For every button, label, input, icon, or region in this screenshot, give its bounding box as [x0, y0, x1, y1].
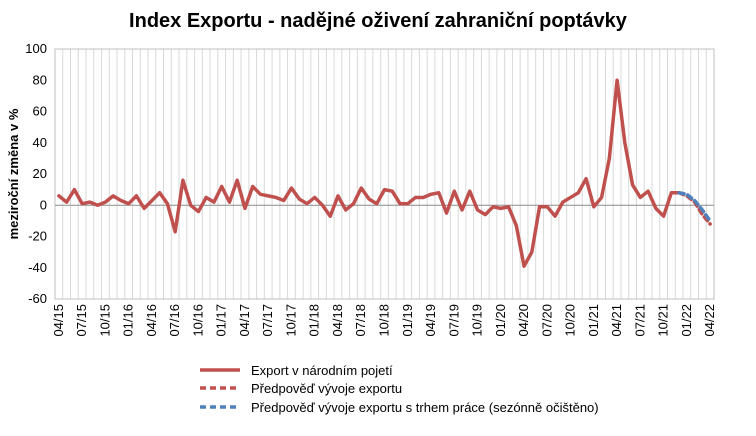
x-tick-label: 04/21 — [609, 304, 624, 337]
x-tick-label: 04/16 — [144, 304, 159, 337]
legend-label-1: Export v národním pojetí — [251, 363, 393, 378]
x-tick-label: 04/18 — [330, 304, 345, 337]
legend-label-3: Předpověď vývoje exportu s trhem práce (… — [251, 400, 599, 415]
x-tick-label: 01/20 — [493, 304, 508, 337]
y-tick-label: 40 — [33, 135, 47, 150]
series-line-2 — [677, 191, 712, 226]
x-tick-label: 10/19 — [470, 304, 485, 337]
x-tick-label: 07/21 — [632, 304, 647, 337]
x-tick-label: 04/20 — [516, 304, 531, 337]
axis-layer: -60 -40 -20 0 20 40 60 80 100 04/15 07/15 10/15 01/1… — [25, 41, 717, 337]
plot-frame — [54, 48, 715, 300]
series-layer — [57, 78, 712, 268]
x-tick-label: 07/19 — [446, 304, 461, 337]
x-tick-label: 07/16 — [167, 304, 182, 337]
x-tick-label: 07/17 — [260, 304, 275, 337]
x-tick-label: 10/21 — [656, 304, 671, 337]
x-tick-label: 04/22 — [702, 304, 717, 337]
x-tick-label: 07/20 — [539, 304, 554, 337]
x-tick-label: 01/17 — [214, 304, 229, 337]
y-tick-label: 60 — [33, 104, 47, 119]
x-tick-label: 10/18 — [377, 304, 392, 337]
x-tick-label: 04/17 — [237, 304, 252, 337]
y-tick-label: 80 — [33, 72, 47, 87]
x-tick-label: 07/18 — [353, 304, 368, 337]
x-tick-label: 10/20 — [563, 304, 578, 337]
y-axis-label: meziroční změna v % — [6, 108, 21, 239]
series-line-3 — [677, 191, 712, 223]
y-tick-label: 20 — [33, 166, 47, 181]
legend: Export v národním pojetí Předpověď vývoje… — [200, 363, 599, 415]
y-tick-label: 0 — [40, 197, 47, 212]
x-tick-label: 01/19 — [400, 304, 415, 337]
y-tick-label: -60 — [28, 291, 47, 306]
x-tick-label: 10/17 — [283, 304, 298, 337]
x-tick-label: 10/16 — [190, 304, 205, 337]
y-tick-label: -20 — [28, 229, 47, 244]
x-tick-label: 07/15 — [74, 304, 89, 337]
y-tick-label: 100 — [25, 41, 47, 56]
series-line-1 — [57, 78, 681, 268]
chart-title: Index Exportu - nadějné oživení zahranič… — [129, 10, 628, 32]
y-tick-label: -40 — [28, 260, 47, 275]
x-tick-label: 04/19 — [423, 304, 438, 337]
x-tick-label: 04/15 — [51, 304, 66, 337]
legend-label-2: Předpověď vývoje exportu — [251, 381, 402, 396]
x-tick-label: 01/22 — [679, 304, 694, 337]
x-tick-label: 01/21 — [586, 304, 601, 337]
grid-layer — [54, 49, 715, 299]
x-tick-label: 10/15 — [97, 304, 112, 337]
x-tick-label: 01/18 — [307, 304, 322, 337]
x-tick-label: 01/16 — [121, 304, 136, 337]
